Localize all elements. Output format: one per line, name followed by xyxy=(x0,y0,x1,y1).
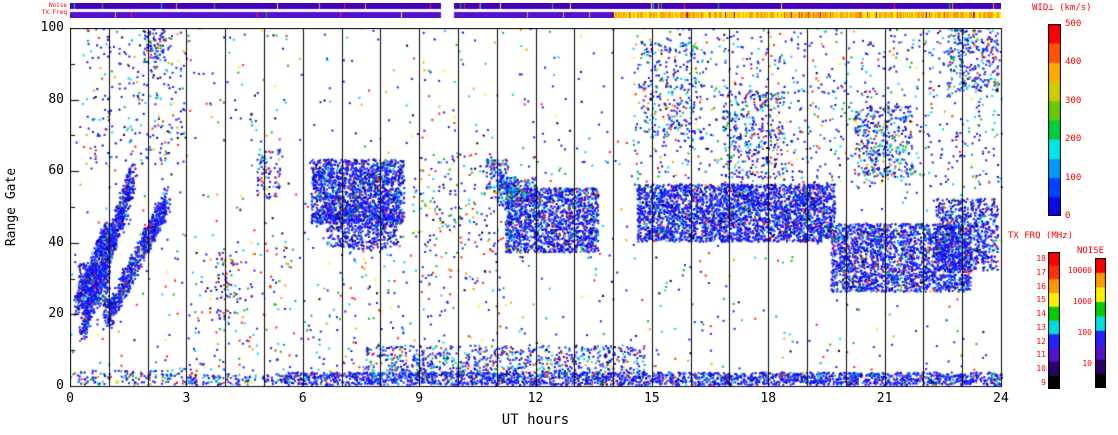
x-tick-label: 12 xyxy=(527,391,544,406)
wid-colorbar-tick: 200 xyxy=(1065,134,1082,145)
wid-colorbar-tick: 500 xyxy=(1065,19,1082,29)
txfrq-colorbar xyxy=(1048,252,1060,389)
wid-colorbar-tick: 400 xyxy=(1065,57,1082,68)
x-tick-label: 15 xyxy=(644,391,660,406)
txfrq-colorbar-tick: 15 xyxy=(1036,295,1046,305)
y-tick-label: 0 xyxy=(56,378,64,393)
x-tick-label: 21 xyxy=(876,391,893,406)
wid-colorbar-tick: 300 xyxy=(1065,95,1082,106)
noise-strip-label: Noise xyxy=(48,2,67,9)
y-tick-label: 20 xyxy=(48,306,64,322)
txfrq-colorbar-tick: 18 xyxy=(1036,254,1046,264)
txfrq-colorbar-tick: 11 xyxy=(1036,350,1046,360)
y-tick-label: 60 xyxy=(48,163,64,179)
y-tick-label: 100 xyxy=(40,20,64,35)
txfrq-colorbar-tick: 14 xyxy=(1036,309,1046,319)
noise-colorbar-label: NOISE xyxy=(1077,246,1105,256)
x-tick-label: 0 xyxy=(66,391,74,406)
noise-colorbar-tick: 10 xyxy=(1082,359,1092,368)
txfrq-colorbar-label: TX FRQ (MHz) xyxy=(1008,231,1074,241)
wid-colorbar-label: WID⊥ (km/s) xyxy=(1032,3,1092,13)
x-tick-label: 3 xyxy=(182,391,191,406)
x-tick-label: 9 xyxy=(415,391,424,406)
x-tick-label: 24 xyxy=(993,391,1009,406)
noise-colorbar xyxy=(1095,258,1106,388)
plot-area xyxy=(70,28,1003,388)
txfreq-strip-label: TX Freq xyxy=(41,9,67,16)
txfrq-colorbar-tick: 17 xyxy=(1036,268,1046,278)
y-tick-label: 40 xyxy=(48,234,64,250)
y-tick-label: 80 xyxy=(48,91,64,107)
noise-colorbar-tick: 100 xyxy=(1077,328,1092,337)
txfrq-colorbar-tick: 13 xyxy=(1036,322,1046,332)
y-axis-label: Range Gate xyxy=(4,167,19,247)
txfrq-colorbar-tick: 9 xyxy=(1041,377,1046,387)
wid-colorbar xyxy=(1048,24,1061,216)
wid-colorbar-tick: 0 xyxy=(1065,211,1071,221)
noise-colorbar-tick: 1000 xyxy=(1072,297,1092,306)
txfrq-colorbar-tick: 10 xyxy=(1036,363,1046,373)
x-tick-label: 18 xyxy=(760,391,777,406)
txfrq-colorbar-tick: 16 xyxy=(1036,281,1046,291)
x-axis-label: UT hours xyxy=(501,412,570,428)
noise-colorbar-tick: 10000 xyxy=(1067,266,1092,275)
wid-colorbar-tick: 100 xyxy=(1065,172,1082,183)
txfrq-colorbar-tick: 12 xyxy=(1036,336,1046,346)
x-tick-label: 6 xyxy=(298,391,307,406)
noise-txfreq-strips xyxy=(70,3,1001,18)
